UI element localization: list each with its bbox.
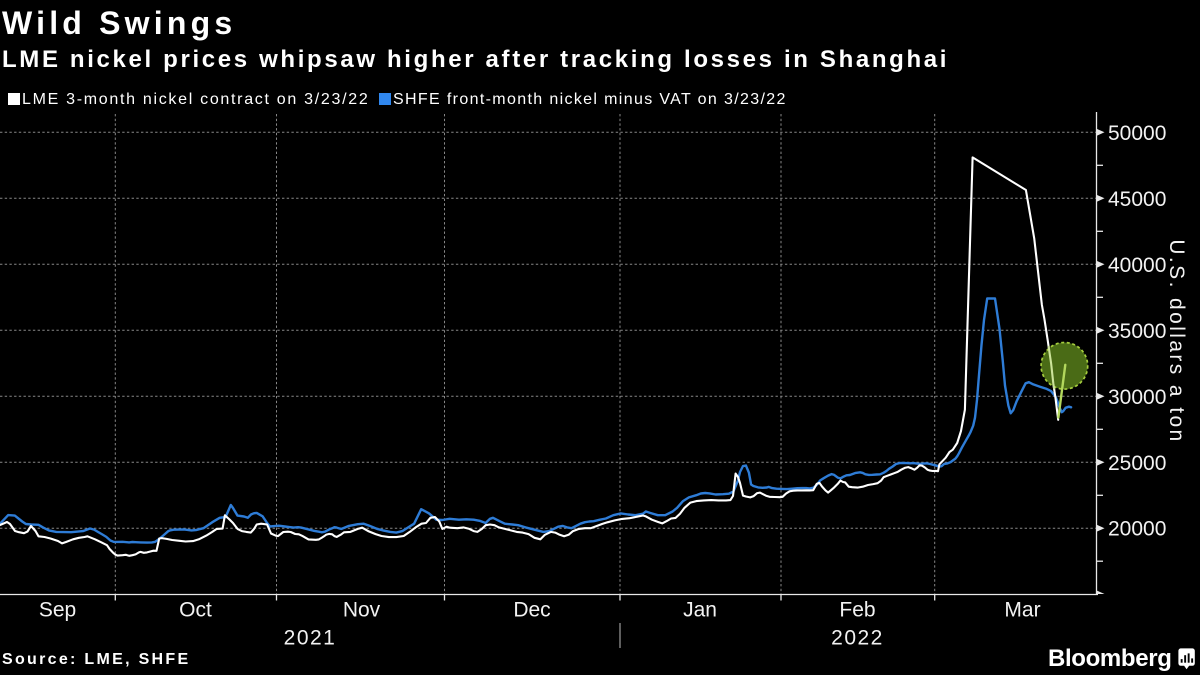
svg-text:30000: 30000 — [1108, 386, 1166, 409]
svg-text:U.S. dollars a ton: U.S. dollars a ton — [1165, 239, 1188, 443]
svg-text:2021: 2021 — [284, 627, 337, 650]
svg-text:2022: 2022 — [831, 627, 884, 650]
svg-text:45000: 45000 — [1108, 188, 1166, 211]
svg-text:35000: 35000 — [1108, 320, 1166, 343]
svg-text:25000: 25000 — [1108, 452, 1166, 475]
svg-text:20000: 20000 — [1108, 518, 1166, 541]
svg-text:Sep: Sep — [39, 599, 76, 622]
svg-text:50000: 50000 — [1108, 122, 1166, 145]
svg-text:Nov: Nov — [343, 599, 381, 622]
svg-text:Oct: Oct — [179, 599, 212, 622]
svg-text:Mar: Mar — [1004, 599, 1040, 622]
svg-text:Dec: Dec — [513, 599, 550, 622]
svg-text:Jan: Jan — [683, 599, 717, 622]
svg-text:40000: 40000 — [1108, 254, 1166, 277]
svg-text:Feb: Feb — [839, 599, 875, 622]
